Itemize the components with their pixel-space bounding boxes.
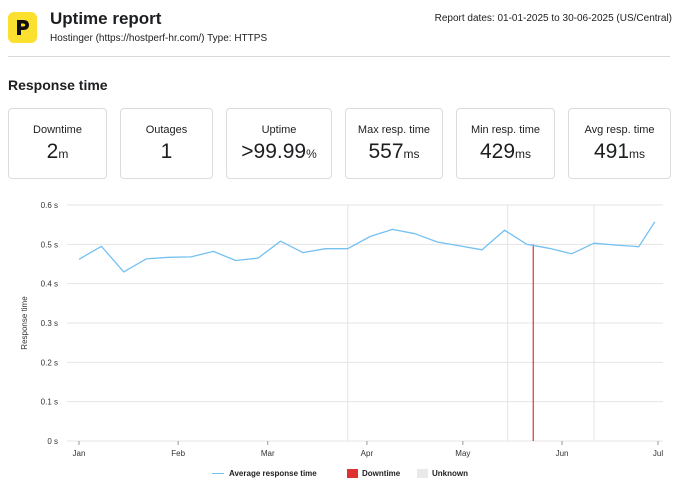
- y-tick-label: 0.4 s: [41, 280, 58, 289]
- card-label: Min resp. time: [470, 124, 541, 136]
- legend-label: Average response time: [229, 469, 317, 478]
- section-title: Response time: [8, 77, 108, 93]
- card-min-resp: Min resp. time 429ms: [456, 108, 555, 179]
- card-label: Downtime: [33, 124, 82, 136]
- card-max-resp: Max resp. time 557ms: [345, 108, 443, 179]
- y-tick-label: 0.6 s: [41, 201, 58, 210]
- card-number: 429: [479, 140, 516, 163]
- card-downtime: Downtime 2m: [8, 108, 107, 179]
- x-tick-label: Jun: [556, 449, 569, 458]
- legend-item-downtime[interactable]: Downtime: [347, 469, 400, 478]
- y-tick-label: 0.5 s: [41, 240, 58, 249]
- card-label: Uptime: [261, 124, 297, 136]
- y-tick-label: 0 s: [47, 437, 58, 446]
- legend-line-swatch: [212, 472, 224, 475]
- card-label: Outages: [145, 124, 188, 136]
- x-tick-label: Jul: [653, 449, 663, 458]
- chart-canvas: 0 s 0.1 s 0.2 s 0.3 s 0.4 s 0.5 s 0.6 s Respons…: [20, 201, 663, 458]
- report-dates: Report dates: 01-01-2025 to 30-06-2025 (…: [434, 13, 672, 24]
- card-outages: Outages 1: [120, 108, 213, 179]
- card-uptime: Uptime >99.99%: [226, 108, 332, 179]
- legend-item-unknown[interactable]: Unknown: [417, 469, 468, 478]
- card-label: Max resp. time: [357, 124, 431, 136]
- x-tick-label: May: [455, 449, 470, 458]
- x-tick-label: Jan: [73, 449, 86, 458]
- card-value: 429ms: [457, 141, 554, 165]
- y-tick-label: 0.1 s: [41, 398, 58, 407]
- card-number: 491: [593, 140, 630, 163]
- header-divider: [8, 56, 670, 57]
- card-number: 1: [160, 140, 173, 163]
- x-tick-label: Feb: [171, 449, 185, 458]
- card-value: >99.99%: [227, 141, 331, 165]
- x-tick-label: Apr: [361, 449, 374, 458]
- legend-label: Unknown: [432, 469, 468, 478]
- legend-item-avg[interactable]: Average response time: [212, 469, 317, 478]
- response-time-chart: 0 s 0.1 s 0.2 s 0.3 s 0.4 s 0.5 s 0.6 s Respons…: [0, 190, 684, 489]
- card-label: Avg resp. time: [584, 124, 655, 136]
- monitor-subtitle: Hostinger (https://hostperf-hr.com/) Typ…: [50, 33, 268, 44]
- card-unit: ms: [403, 147, 420, 161]
- legend-box-swatch: [347, 469, 358, 478]
- card-value: 491ms: [569, 141, 670, 165]
- legend-box-swatch: [417, 469, 428, 478]
- y-tick-label: 0.2 s: [41, 358, 58, 367]
- series-line-average-response: [78, 221, 656, 273]
- card-value: 1: [121, 141, 212, 165]
- card-number: 557: [368, 140, 404, 163]
- card-unit: ms: [515, 147, 532, 161]
- y-axis-label: Response time: [20, 296, 29, 350]
- card-number: >99.99: [241, 140, 307, 163]
- x-tick-label: Mar: [261, 449, 275, 458]
- card-unit: ms: [629, 147, 646, 161]
- card-unit: %: [306, 147, 317, 161]
- legend-label: Downtime: [362, 469, 401, 478]
- y-tick-label: 0.3 s: [41, 319, 58, 328]
- card-avg-resp: Avg resp. time 491ms: [568, 108, 671, 179]
- card-value: 2m: [9, 141, 106, 165]
- hostinger-logo-icon: [8, 12, 37, 43]
- card-number: 2: [46, 140, 59, 163]
- card-value: 557ms: [346, 141, 442, 165]
- report-title: Uptime report: [50, 9, 162, 28]
- logo-glyph: [17, 20, 29, 35]
- card-unit: m: [58, 147, 69, 161]
